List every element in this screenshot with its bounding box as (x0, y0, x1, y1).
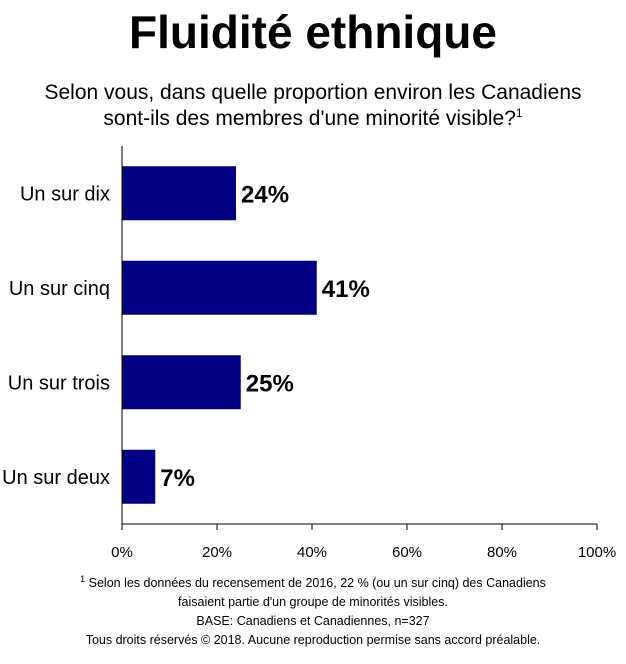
question-line-2: sont-ils des membres d'une minorité visi… (0, 106, 626, 132)
chart-footer: 1 Selon les données du recensement de 20… (0, 574, 626, 650)
data-label: 24% (241, 181, 289, 208)
bar-chart: Un sur dix 24% Un sur cinq 41% Un sur trois 2… (2, 146, 616, 561)
question-line-2-text: sont-ils des membres d'une minorité visi… (103, 107, 516, 130)
category-label: Un sur cinq (9, 278, 110, 300)
footnote-mark: 1 (80, 573, 86, 584)
x-tick-label: 80% (487, 544, 517, 561)
category-label: Un sur dix (20, 183, 110, 205)
bar (122, 355, 241, 410)
question-footnote-ref: 1 (515, 106, 523, 120)
category-label: Un sur deux (2, 467, 110, 489)
x-tick-label: 0% (111, 544, 133, 561)
question-line-1: Selon vous, dans quelle proportion envir… (44, 81, 582, 104)
data-label: 25% (246, 370, 294, 397)
x-tick-label: 60% (392, 544, 422, 561)
bar (122, 166, 236, 221)
data-label: 41% (322, 276, 370, 303)
data-label: 7% (160, 465, 195, 492)
footnote-line-1: Selon les données du recensement de 2016… (88, 576, 546, 590)
copyright-note: Tous droits réservés © 2018. Aucune repr… (85, 633, 541, 647)
chart-question: Selon vous, dans quelle proportion envir… (0, 80, 626, 132)
footnote: 1 Selon les données du recensement de 20… (0, 574, 626, 593)
bar (122, 260, 317, 315)
category-label: Un sur trois (8, 372, 110, 394)
base-note: BASE: Canadiens et Canadiennes, n=327 (196, 614, 430, 628)
x-tick-label: 20% (202, 544, 232, 561)
bar (122, 449, 156, 504)
chart-title: Fluidité ethnique (129, 6, 497, 58)
x-tick-label: 40% (297, 544, 327, 561)
x-tick-label: 100% (578, 544, 616, 561)
footnote-line-2: faisaient partie d'un groupe de minorité… (178, 595, 448, 609)
